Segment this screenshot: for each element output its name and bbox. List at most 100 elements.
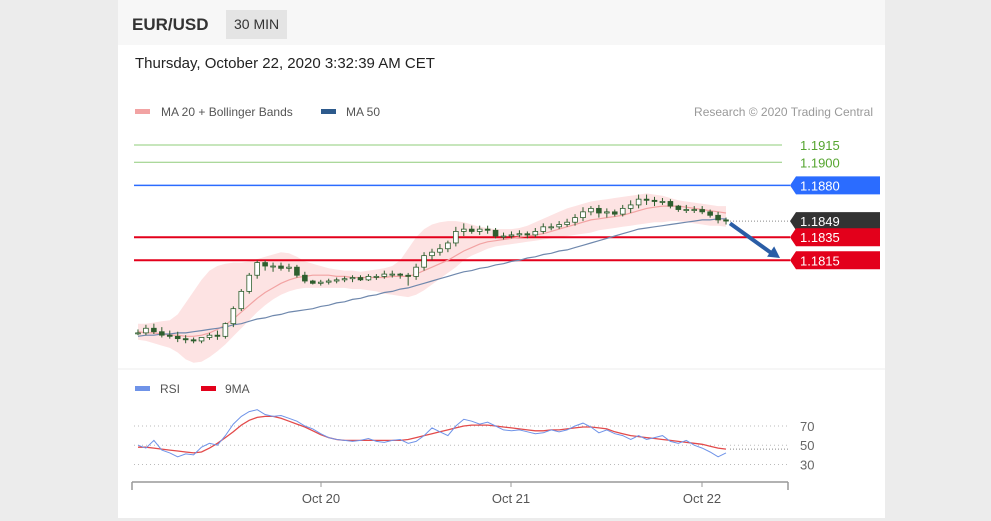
candle-body: [405, 274, 411, 277]
level-1-1815-tag: [790, 251, 880, 270]
candle-body: [468, 228, 475, 232]
candle-body: [540, 226, 547, 232]
rsi-tick-50: 50: [800, 438, 814, 453]
projection-arrow-shaft: [728, 221, 776, 257]
candle-body: [159, 331, 165, 336]
bollinger-band-fill: [138, 193, 726, 363]
candle-body: [143, 327, 149, 334]
level-1-1815-label: 1.1815: [800, 253, 840, 268]
candle-body: [270, 265, 276, 268]
candle-body: [325, 280, 332, 283]
research-credit: Research © 2020 Trading Central: [694, 105, 873, 119]
time-tick-label: Oct 22: [683, 491, 721, 506]
candle-body: [174, 335, 181, 340]
rsi-line: [137, 409, 727, 458]
candle-body: [310, 280, 316, 284]
rsi-legend-label: RSI: [160, 382, 180, 396]
candle-body: [341, 278, 348, 281]
candlesticks: [135, 194, 729, 344]
candle-body: [484, 228, 491, 231]
candle-body: [476, 228, 483, 232]
candle-body: [635, 198, 642, 206]
candle-body: [294, 266, 300, 276]
candle-body: [373, 275, 380, 278]
chart-svg: MA 20 + Bollinger Bands MA 50 Research ©…: [118, 105, 885, 506]
candle-body: [580, 211, 586, 219]
ma50-line: [137, 218, 726, 337]
candle-body: [675, 205, 682, 210]
candle-body: [421, 255, 427, 268]
candle-body: [278, 265, 284, 269]
candle-body: [667, 201, 674, 207]
level-1-1849-label: 1.1849: [800, 214, 840, 229]
candle-body: [246, 274, 253, 292]
candle-body: [556, 224, 562, 228]
bollinger-bands: [138, 193, 726, 363]
rsi-legend-swatch: [135, 386, 150, 391]
candle-body: [389, 273, 396, 276]
candle-body: [707, 211, 713, 216]
chart-panel: EUR/USD 30 MIN Thursday, October 22, 202…: [118, 0, 885, 518]
candle-body: [611, 211, 618, 215]
projection-arrow-head: [767, 246, 780, 258]
candle-body: [723, 219, 729, 222]
candle-body: [500, 235, 507, 238]
candle-body: [596, 207, 602, 214]
candle-body: [683, 209, 690, 211]
rsi-tick-70: 70: [800, 419, 814, 434]
candle-body: [429, 251, 435, 257]
candle-body: [604, 211, 610, 214]
level-1-1835-tag: [790, 228, 880, 247]
time-tick-label: Oct 20: [302, 491, 340, 506]
level-1-1900-label: 1.1900: [800, 155, 840, 170]
candle-body: [182, 338, 189, 341]
candle-body: [627, 204, 634, 209]
price-levels: [134, 144, 790, 262]
candle-body: [651, 199, 658, 202]
projection: [728, 221, 780, 258]
candle-body: [238, 290, 245, 310]
candle-body: [254, 262, 260, 276]
level-1-1849-tag: [790, 212, 880, 231]
candle-body: [492, 229, 499, 237]
candle-body: [643, 198, 650, 201]
candle-body: [508, 234, 515, 237]
candle-body: [349, 277, 356, 280]
candle-body: [198, 337, 205, 342]
candle-body: [524, 233, 531, 236]
candle-body: [516, 233, 523, 236]
ma50-legend-label: MA 50: [346, 105, 380, 119]
candle-body: [588, 207, 594, 213]
rsi-tick-30: 30: [800, 457, 814, 472]
time-tick-label: Oct 21: [492, 491, 530, 506]
rsi-ma-legend-swatch: [201, 386, 216, 391]
candle-body: [461, 228, 467, 232]
candle-body: [222, 323, 229, 337]
candle-body: [190, 339, 197, 342]
candle-body: [286, 266, 292, 269]
level-1-1880-label: 1.1880: [800, 178, 840, 193]
candle-body: [564, 221, 570, 225]
interval-badge[interactable]: 30 MIN: [226, 10, 288, 39]
candle-body: [413, 266, 419, 277]
candle-body: [317, 281, 324, 284]
candle-body: [437, 248, 443, 253]
candle-body: [572, 217, 578, 223]
rsi-ma-legend-label: 9MA: [225, 382, 250, 396]
ma20-legend-label: MA 20 + Bollinger Bands: [161, 105, 293, 119]
candle-body: [532, 231, 539, 236]
level-1-1915-label: 1.1915: [800, 138, 840, 153]
symbol-title: EUR/USD: [132, 15, 209, 34]
level-1-1835-label: 1.1835: [800, 230, 840, 245]
rsi-panel: 70 50 30: [134, 409, 814, 472]
candle-body: [206, 334, 213, 338]
candle-body: [302, 274, 308, 282]
candle-body: [365, 275, 372, 281]
chart-header: EUR/USD 30 MIN: [118, 0, 885, 45]
candle-body: [166, 334, 173, 337]
candle-body: [659, 201, 666, 203]
candle-body: [699, 209, 705, 213]
candle-body: [715, 214, 721, 221]
rsi-ma-line: [138, 415, 727, 454]
